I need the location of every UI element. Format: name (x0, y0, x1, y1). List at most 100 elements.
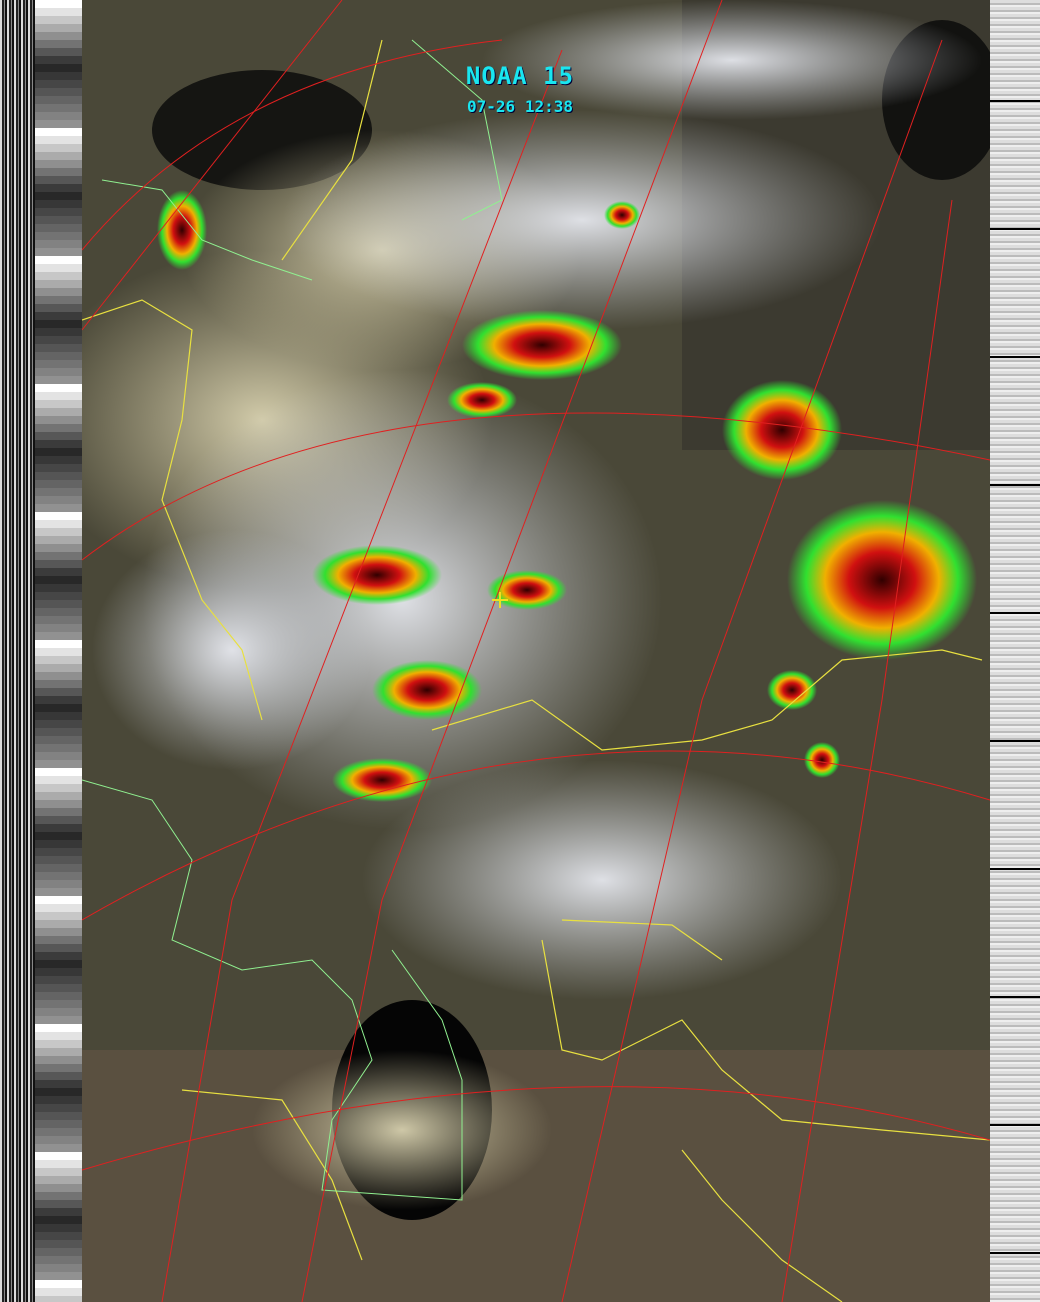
wedge-step (35, 888, 82, 896)
wedge-step (35, 696, 82, 704)
wedge-step (35, 936, 82, 944)
wedge-step (35, 72, 82, 80)
wedge-step (35, 320, 82, 328)
wedge-step (35, 376, 82, 384)
wedge-step (35, 504, 82, 512)
borders (82, 39, 990, 1302)
wedge-step (35, 776, 82, 784)
wedge-step (35, 448, 82, 456)
wedge-step (35, 408, 82, 416)
wedge-step (35, 544, 82, 552)
wedge-step (35, 760, 82, 768)
wedge-step (35, 344, 82, 352)
wedge-step (35, 384, 82, 392)
wedge-step (35, 456, 82, 464)
wedge-step (35, 40, 82, 48)
wedge-step (35, 688, 82, 696)
wedge-step (35, 576, 82, 584)
wedge-marker (990, 612, 1040, 614)
wedge-step (35, 1144, 82, 1152)
wedge-step (35, 840, 82, 848)
wedge-step (35, 248, 82, 256)
wedge-step (35, 992, 82, 1000)
wedge-step (35, 296, 82, 304)
wedge-step (35, 1176, 82, 1184)
wedge-marker (990, 228, 1040, 230)
satellite-image (82, 0, 990, 1302)
wedge-step (35, 416, 82, 424)
wedge-step (35, 816, 82, 824)
wedge-step (35, 1264, 82, 1272)
wedge-marker (990, 996, 1040, 998)
wedge-step (35, 280, 82, 288)
wedge-step (35, 1168, 82, 1176)
sync-strip-left (0, 0, 35, 1302)
wedge-step (35, 1016, 82, 1024)
wedge-step (35, 16, 82, 24)
wedge-step (35, 88, 82, 96)
wedge-step (35, 1248, 82, 1256)
wedge-step (35, 1200, 82, 1208)
wedge-step (35, 1064, 82, 1072)
wedge-step (35, 824, 82, 832)
wedge-step (35, 0, 82, 8)
wedge-step (35, 744, 82, 752)
wedge-step (35, 160, 82, 168)
wedge-step (35, 1040, 82, 1048)
wedge-step (35, 568, 82, 576)
wedge-step (35, 912, 82, 920)
wedge-step (35, 120, 82, 128)
wedge-step (35, 968, 82, 976)
wedge-step (35, 272, 82, 280)
wedge-step (35, 312, 82, 320)
wedge-step (35, 1072, 82, 1080)
wedge-step (35, 1112, 82, 1120)
wedge-step (35, 536, 82, 544)
wedge-step (35, 1232, 82, 1240)
wedge-step (35, 24, 82, 32)
wedge-step (35, 104, 82, 112)
wedge-step (35, 880, 82, 888)
wedge-step (35, 848, 82, 856)
wedge-step (35, 1160, 82, 1168)
wedge-step (35, 1056, 82, 1064)
wedge-step (35, 80, 82, 88)
wedge-marker (990, 1124, 1040, 1126)
wedge-step (35, 1256, 82, 1264)
wedge-step (35, 712, 82, 720)
wedge-step (35, 480, 82, 488)
wedge-step (35, 1008, 82, 1016)
telemetry-wedges-left (35, 0, 82, 1302)
wedge-step (35, 808, 82, 816)
wedge-step (35, 896, 82, 904)
wedge-marker (990, 740, 1040, 742)
wedge-step (35, 976, 82, 984)
wedge-step (35, 648, 82, 656)
wedge-step (35, 256, 82, 264)
wedge-step (35, 168, 82, 176)
wedge-step (35, 352, 82, 360)
wedge-step (35, 56, 82, 64)
wedge-step (35, 200, 82, 208)
wedge-step (35, 928, 82, 936)
wedge-step (35, 392, 82, 400)
wedge-marker (990, 868, 1040, 870)
wedge-marker (990, 1252, 1040, 1254)
wedge-step (35, 288, 82, 296)
wedge-step (35, 872, 82, 880)
wedge-step (35, 360, 82, 368)
wedge-step (35, 1280, 82, 1288)
wedge-step (35, 1152, 82, 1160)
wedge-step (35, 1080, 82, 1088)
wedge-step (35, 424, 82, 432)
wedge-step (35, 736, 82, 744)
wedge-step (35, 240, 82, 248)
wedge-step (35, 592, 82, 600)
wedge-step (35, 1288, 82, 1296)
wedge-step (35, 656, 82, 664)
wedge-step (35, 960, 82, 968)
wedge-step (35, 1120, 82, 1128)
wedge-step (35, 904, 82, 912)
wedge-marker (990, 484, 1040, 486)
wedge-step (35, 440, 82, 448)
